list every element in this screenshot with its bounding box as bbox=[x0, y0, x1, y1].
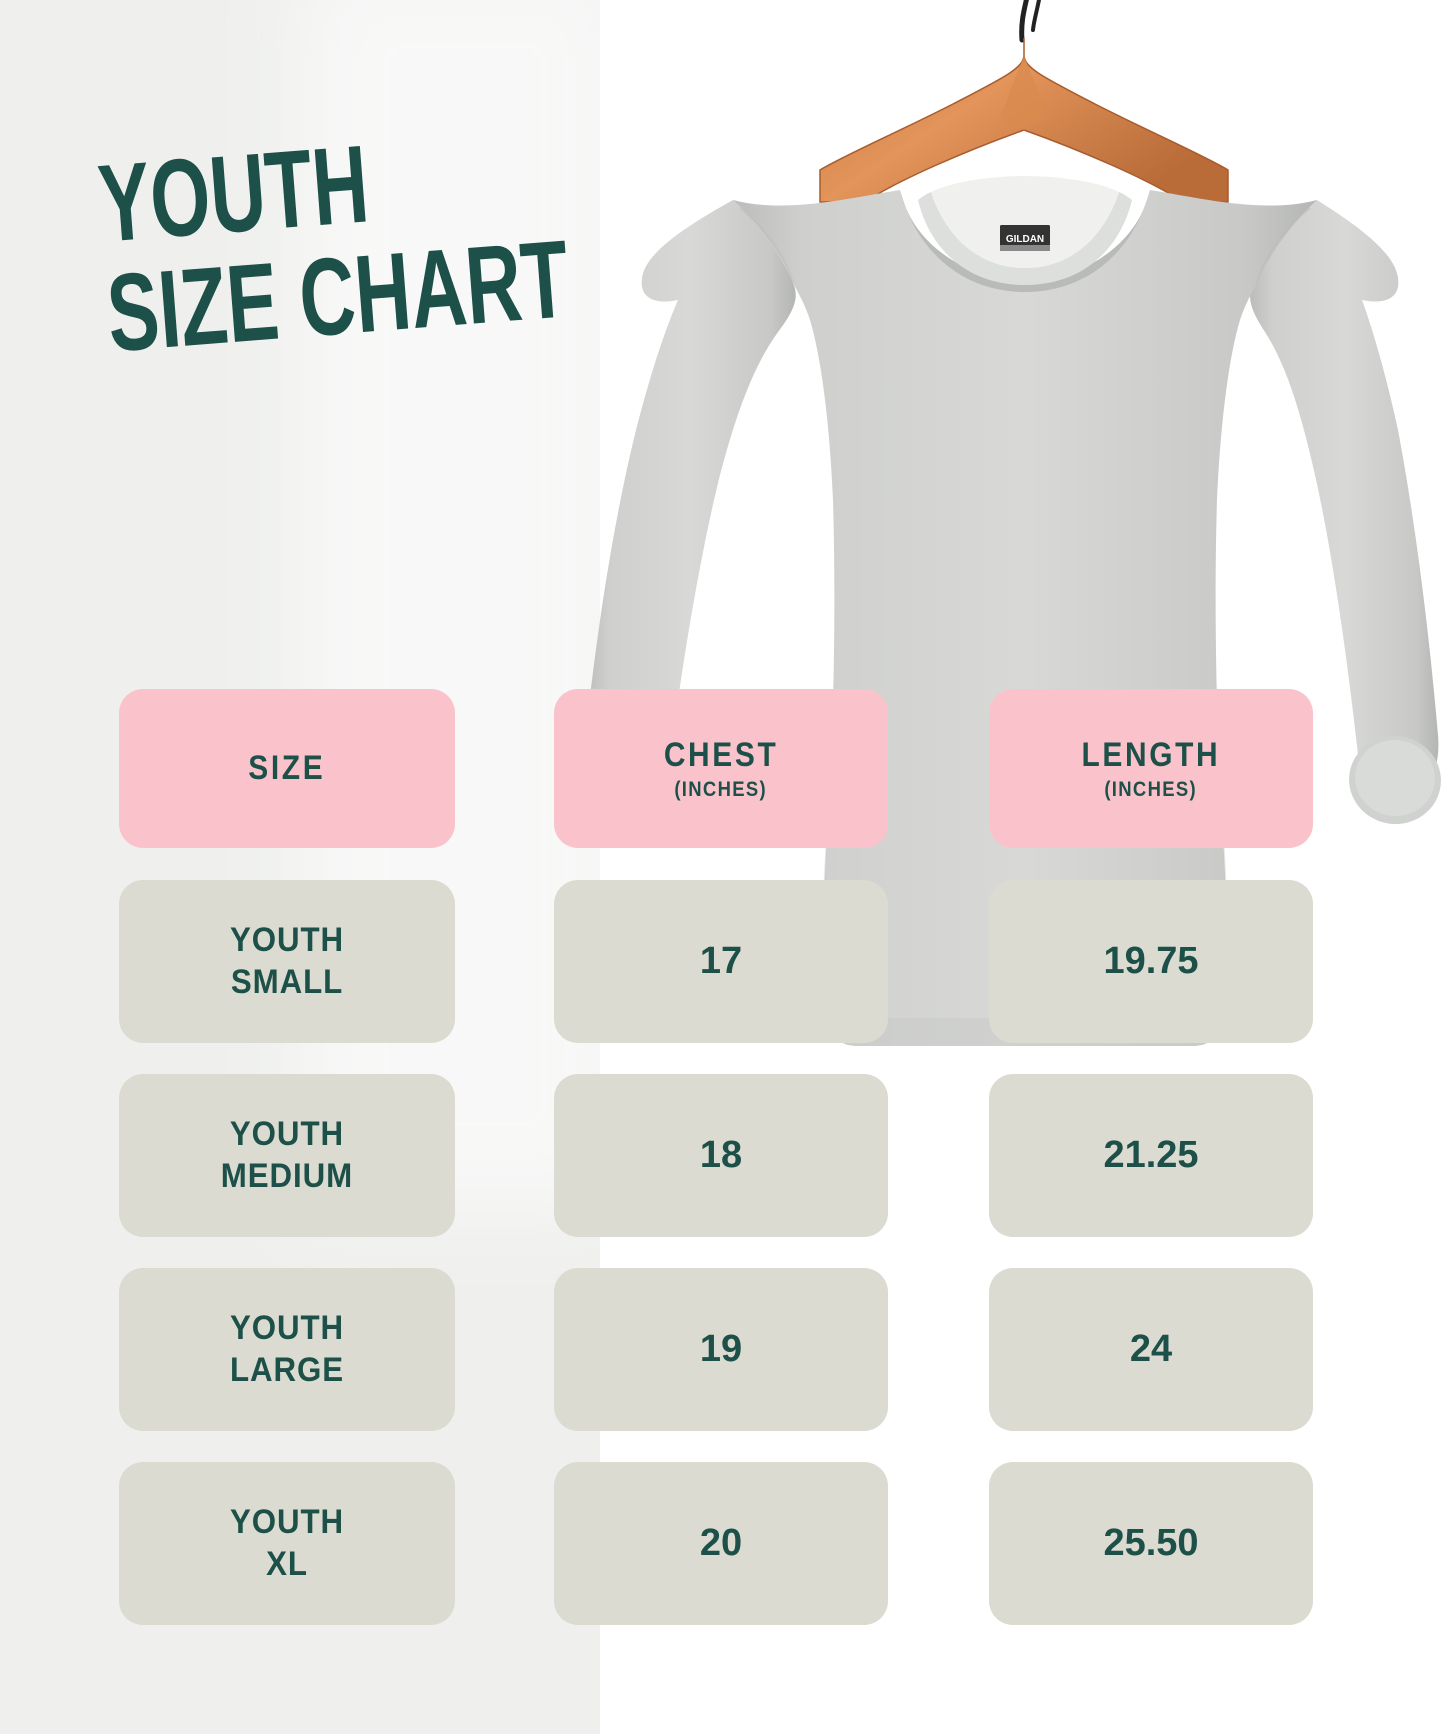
svg-text:GILDAN: GILDAN bbox=[1006, 234, 1044, 245]
